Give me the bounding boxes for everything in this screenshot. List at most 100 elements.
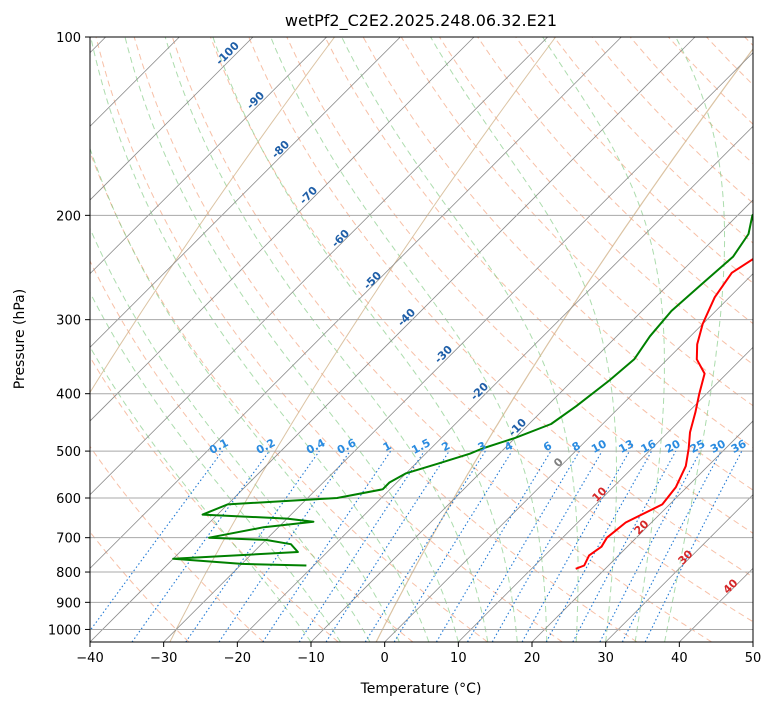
x-tick-label: −30 bbox=[150, 651, 177, 666]
adiabat-envelope bbox=[90, 37, 753, 642]
isotherm-line bbox=[310, 199, 753, 642]
y-tick-label: 200 bbox=[56, 209, 81, 224]
moist-adiabat-line bbox=[90, 227, 371, 642]
envelope-line bbox=[169, 37, 557, 642]
y-tick-label: 600 bbox=[56, 492, 81, 507]
mixing-ratio-label: 30 bbox=[708, 437, 728, 456]
dry-adiabat-label: -50 bbox=[361, 269, 384, 292]
mixing-ratio-label: 13 bbox=[617, 437, 637, 456]
mixing-ratio-label: 1.5 bbox=[409, 436, 432, 457]
isotherm-line bbox=[163, 52, 753, 642]
dry-adiabat-line bbox=[133, 37, 638, 642]
isotherm-line bbox=[237, 125, 753, 642]
plot-frame bbox=[89, 36, 754, 643]
isotherms bbox=[90, 37, 753, 642]
isotherm-line bbox=[90, 37, 622, 569]
dry-adiabat-label: 10 bbox=[590, 484, 610, 504]
mixing-ratio-line bbox=[364, 450, 486, 642]
sounding-series bbox=[172, 213, 753, 570]
isotherm-line bbox=[90, 37, 401, 348]
dry-adiabat-label: -20 bbox=[468, 380, 491, 403]
dry-adiabat-line bbox=[477, 37, 753, 325]
isotherm-line bbox=[90, 37, 696, 642]
x-tick-label: −10 bbox=[297, 651, 324, 666]
isotherm-line bbox=[752, 641, 753, 642]
mixing-ratio-label: 6 bbox=[541, 439, 554, 454]
dry-adiabat-label: 30 bbox=[676, 547, 696, 567]
isotherm-line bbox=[679, 567, 753, 642]
x-tick-label: 0 bbox=[381, 651, 389, 666]
mixing-ratio-line bbox=[298, 450, 425, 642]
temperature-line bbox=[575, 257, 753, 570]
dry-adiabat-label: -40 bbox=[395, 306, 418, 329]
moist-adiabat-line bbox=[430, 37, 617, 642]
moist-adiabat-line bbox=[664, 37, 726, 642]
mixing-ratio-label: 0.6 bbox=[335, 436, 359, 457]
x-tick-label: 20 bbox=[524, 651, 541, 666]
mixing-ratio-line bbox=[131, 450, 270, 642]
moist-adiabat-line bbox=[90, 37, 430, 642]
dry-adiabat-line bbox=[515, 37, 753, 284]
x-axis-title: Temperature (°C) bbox=[360, 681, 482, 697]
dry-adiabat-label: -10 bbox=[506, 416, 529, 439]
dry-adiabat-label: 20 bbox=[632, 517, 652, 537]
isotherm-line bbox=[90, 37, 254, 201]
y-tick-label: 100 bbox=[56, 31, 81, 46]
chart-title: wetPf2_C2E2.2025.248.06.32.E21 bbox=[285, 11, 557, 31]
dry-adiabat-label: -30 bbox=[432, 343, 455, 366]
isotherm-line bbox=[90, 37, 548, 496]
y-tick-label: 300 bbox=[56, 314, 81, 329]
y-tick-label: 900 bbox=[56, 596, 81, 611]
dry-adiabat-line bbox=[286, 37, 753, 534]
x-axis-ticks: −40 −30 −20 −10 0 10 20 30 40 50 bbox=[76, 642, 761, 666]
moist-adiabat-line bbox=[542, 37, 665, 642]
dry-adiabat-line bbox=[90, 445, 264, 642]
moist-adiabat-line bbox=[164, 37, 489, 642]
isotherm-line bbox=[90, 37, 475, 422]
y-axis-ticks: 100 200 300 400 500 600 700 800 900 1000 bbox=[48, 31, 90, 638]
dry-adiabat-label: -90 bbox=[244, 89, 267, 112]
mixing-ratio-label: 1 bbox=[381, 439, 394, 454]
dry-adiabat-line bbox=[744, 37, 753, 47]
mixing-ratio-label: 25 bbox=[688, 437, 708, 456]
mixing-ratio-line bbox=[435, 450, 552, 642]
mixing-ratio-line bbox=[185, 450, 320, 642]
x-tick-label: −20 bbox=[224, 651, 251, 666]
dry-adiabat-label: -70 bbox=[297, 184, 320, 207]
mixing-ratio-line bbox=[644, 450, 743, 642]
mixing-ratio-line bbox=[521, 450, 630, 642]
x-tick-label: 40 bbox=[671, 651, 688, 666]
envelope-line bbox=[90, 37, 336, 394]
dry-adiabat-line bbox=[171, 37, 712, 642]
dewpoint-line bbox=[172, 213, 753, 567]
mixing-ratio-line bbox=[90, 450, 223, 632]
isotherm-line bbox=[384, 273, 753, 642]
mixing-ratio-label: 36 bbox=[729, 437, 749, 456]
mixing-ratio-line bbox=[545, 450, 653, 642]
dry-adiabat-line bbox=[90, 259, 414, 642]
y-tick-label: 500 bbox=[56, 445, 81, 460]
mixing-ratio-line bbox=[325, 450, 450, 642]
moist-adiabat-line bbox=[90, 291, 341, 642]
y-tick-label: 1000 bbox=[48, 623, 81, 638]
mixing-ratio-line bbox=[467, 450, 580, 642]
y-tick-label: 700 bbox=[56, 532, 81, 547]
mixing-ratio-line bbox=[218, 450, 351, 642]
x-tick-label: 30 bbox=[597, 651, 614, 666]
isobars bbox=[90, 37, 753, 630]
moist-adiabat-line bbox=[90, 345, 312, 642]
moist-adiabats bbox=[90, 37, 726, 642]
mixing-ratio-label: 2 bbox=[439, 439, 452, 454]
moist-adiabat-line bbox=[90, 147, 400, 642]
dry-adiabat-line bbox=[90, 150, 488, 642]
x-tick-label: 10 bbox=[450, 651, 467, 666]
dry-adiabat-label: -80 bbox=[269, 138, 292, 161]
reference-line-labels: 0.1 0.2 0.4 0.6 1 1.5 2 3 4 6 8 10 13 16 20 25 30 36-100-… bbox=[207, 39, 749, 597]
dry-adiabat-line bbox=[248, 37, 753, 578]
dry-adiabat-label: -60 bbox=[329, 227, 352, 250]
dry-adiabat-line bbox=[706, 37, 753, 86]
dry-adiabat-label: -100 bbox=[213, 39, 242, 68]
dry-adiabat-line bbox=[90, 531, 190, 642]
y-axis-title: Pressure (hPa) bbox=[12, 289, 28, 389]
moist-adiabat-line bbox=[270, 37, 548, 642]
